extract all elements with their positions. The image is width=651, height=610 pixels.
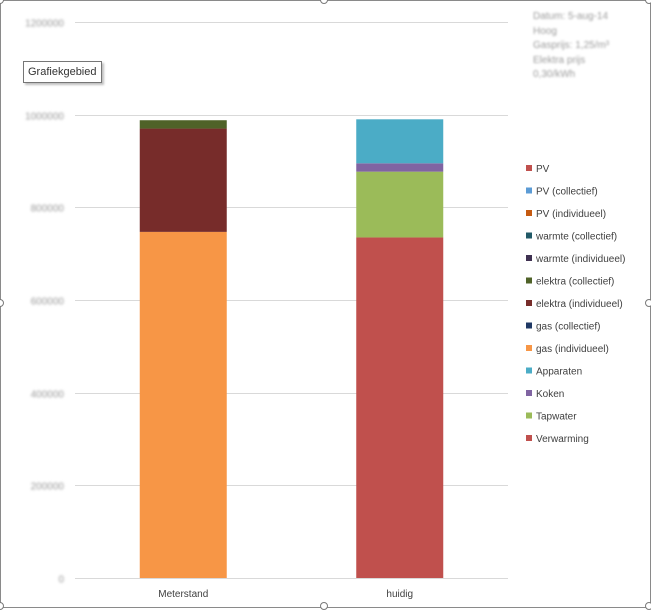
bar-segment: [356, 237, 444, 578]
legend-swatch: [526, 322, 532, 329]
bar-segment: [356, 171, 444, 238]
y-tick-label: 800000: [31, 204, 65, 215]
x-tick-label: Meterstand: [158, 589, 208, 600]
y-tick-label: 600000: [31, 297, 65, 308]
y-tick-label: 400000: [31, 390, 65, 401]
y-tick-label: 0: [58, 575, 64, 586]
legend-label: elektra (collectief): [536, 277, 614, 288]
resize-handle-bottom-left[interactable]: [0, 602, 4, 610]
info-line: Elektra prijs: [533, 54, 586, 66]
bar-segment: [139, 231, 227, 578]
legend-label: PV: [536, 164, 550, 175]
legend-label: Koken: [536, 389, 564, 400]
info-line: Gasprijs: 1,25/m³: [533, 40, 610, 51]
legend-swatch: [526, 165, 532, 171]
legend-swatch: [526, 232, 532, 239]
legend-swatch: [526, 255, 532, 261]
legend-swatch: [526, 277, 532, 284]
bar-segment: [356, 119, 444, 164]
legend-swatch: [526, 412, 532, 419]
bar-segment: [356, 163, 444, 172]
resize-handle-bottom-right[interactable]: [645, 602, 651, 610]
x-axis-tick-labels: Meterstand huidig: [158, 589, 413, 600]
info-line: Hoog: [533, 25, 557, 37]
legend-label: gas (individueel): [536, 344, 609, 355]
y-tick-label: 200000: [31, 482, 65, 493]
legend-swatch: [526, 367, 532, 374]
legend-swatch: [526, 345, 532, 351]
bar-segment: [139, 128, 227, 232]
legend-label: PV (collectief): [536, 187, 598, 198]
x-tick-label: huidig: [386, 589, 413, 600]
bar-segment: [139, 120, 227, 129]
legend-label: Tapwater: [536, 412, 577, 423]
y-tick-label: 1200000: [25, 19, 64, 30]
info-text-box[interactable]: Datum: 5-aug-14 Hoog Gasprijs: 1,25/m³ E…: [533, 10, 638, 83]
legend[interactable]: PV PV (collectief) PV (individueel) warmte …: [526, 164, 625, 445]
legend-label: gas (collectief): [536, 322, 600, 333]
resize-handle-right[interactable]: [645, 299, 651, 307]
info-line: Datum: 5-aug-14: [533, 11, 609, 22]
resize-handle-bottom[interactable]: [320, 602, 328, 610]
info-line: 0,30/kWh: [533, 69, 576, 80]
legend-label: PV (individueel): [536, 209, 606, 220]
y-axis-tick-labels: 0 200000 400000 600000 800000 1000000 1200000: [25, 19, 64, 586]
resize-handle-top-right[interactable]: [645, 0, 651, 4]
legend-label: Verwarming: [536, 434, 589, 445]
legend-swatch: [526, 390, 532, 396]
legend-swatch: [526, 187, 532, 194]
legend-label: warmte (individueel): [535, 254, 625, 265]
legend-label: warmte (collectief): [535, 232, 617, 243]
legend-swatch: [526, 210, 532, 216]
legend-label: Apparaten: [536, 367, 582, 378]
y-tick-label: 1000000: [25, 112, 64, 123]
legend-label: elektra (individueel): [536, 299, 623, 310]
bars: [139, 119, 444, 578]
legend-swatch: [526, 435, 532, 441]
legend-swatch: [526, 300, 532, 306]
tooltip: Grafiekgebied: [23, 61, 102, 83]
